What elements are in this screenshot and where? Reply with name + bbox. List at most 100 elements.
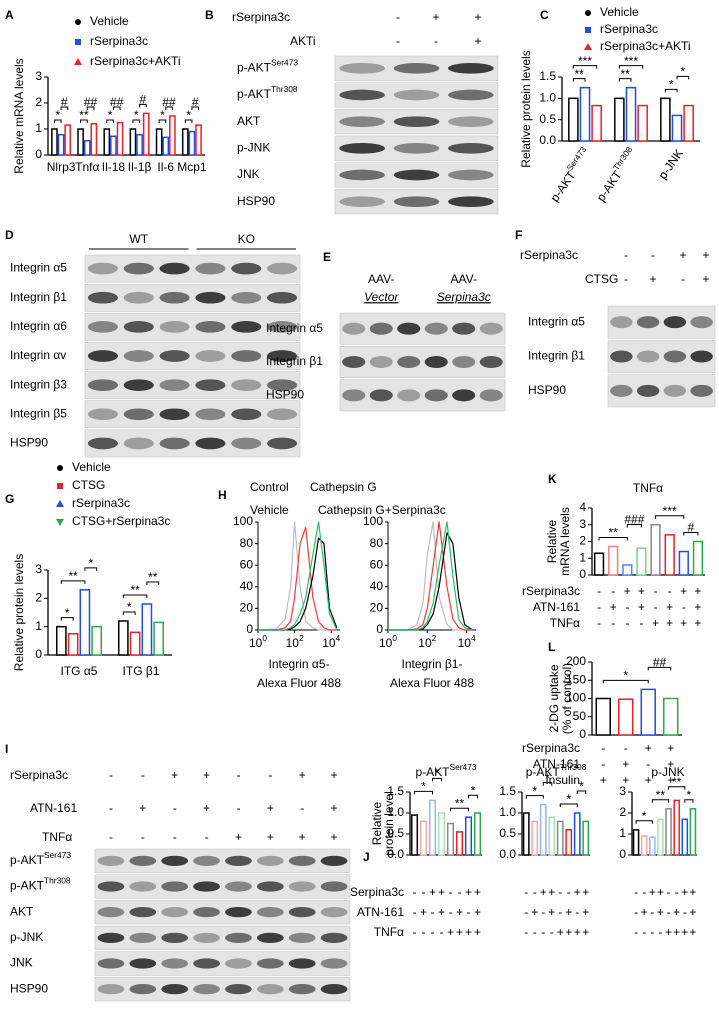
legend-marker <box>57 483 63 489</box>
x-tick-label-sup: 4 <box>471 633 476 643</box>
condition-sign: - <box>467 905 471 919</box>
y-tick-label: 1 <box>35 619 42 633</box>
blot-band <box>231 350 262 362</box>
blot-band <box>159 379 190 391</box>
condition-sign: - <box>675 885 679 899</box>
condition-sign: + <box>657 905 664 919</box>
blot-row-label: p-AKTThr308 <box>10 876 71 893</box>
y-tick-label: 1 <box>619 826 626 840</box>
condition-sign: + <box>420 905 427 919</box>
blot-row-label: AKT <box>10 904 34 918</box>
blot-band <box>225 855 252 866</box>
blot-band <box>452 322 476 335</box>
sig-bracket <box>542 782 553 786</box>
blot-band <box>424 356 448 368</box>
y-axis-label: Relative protein levels <box>519 50 533 167</box>
sig-label: * <box>435 767 440 781</box>
condition-sign: + <box>694 616 701 630</box>
condition-sign: - <box>205 830 209 844</box>
y-axis-label: mRNA levels <box>558 507 572 576</box>
sig-label: * <box>108 108 113 122</box>
condition-sign: + <box>641 905 648 919</box>
sig-label: ** <box>79 108 89 122</box>
x-tick-label-sup: Ser473 <box>565 145 589 173</box>
condition-label: ATN-161 <box>357 905 404 919</box>
y-axis-label: protein level <box>382 791 396 856</box>
blot-band <box>225 958 252 969</box>
blot-band <box>393 196 440 208</box>
blot-band <box>231 262 262 275</box>
sig-label: * <box>186 108 191 122</box>
y-tick-label: 0 <box>246 622 253 636</box>
x-tick-label: Il-6 <box>157 160 174 174</box>
bar <box>573 812 581 856</box>
condition-sign: + <box>681 925 688 939</box>
sig-label: *** <box>624 54 638 68</box>
condition-sign: - <box>650 905 654 919</box>
condition-sign: + <box>652 616 659 630</box>
sig-label: * <box>623 669 628 683</box>
condition-sign: + <box>680 616 687 630</box>
blot-band <box>479 389 503 402</box>
bar <box>110 135 117 156</box>
condition-sign: - <box>668 584 672 598</box>
condition-sign: + <box>666 600 673 614</box>
y-tick-label: 1.5 <box>539 69 556 83</box>
blot-strip <box>84 371 301 399</box>
group-sublabel: Serpina3c <box>437 290 491 304</box>
condition-sign: + <box>474 34 481 48</box>
y-tick-label: 80 <box>370 536 384 550</box>
panel-label: G <box>5 492 14 506</box>
blot-strip <box>94 951 351 976</box>
blot-band <box>231 291 262 304</box>
bar <box>464 816 473 856</box>
condition-sign: + <box>548 885 555 899</box>
chart-title-main: p-AKT <box>415 765 450 779</box>
blot-band <box>663 384 687 397</box>
y-tick-label: 50 <box>573 709 587 723</box>
legend-marker <box>74 58 82 65</box>
bar <box>565 829 573 856</box>
blot-strip <box>94 874 351 899</box>
condition-sign: + <box>645 773 652 787</box>
sig-bracket <box>122 611 136 615</box>
chart-title: p-AKTThr308 <box>526 762 587 779</box>
condition-sign: + <box>582 885 589 899</box>
sig-bracket <box>525 795 544 799</box>
blot-band <box>369 389 393 402</box>
y-axis-label: Relative protein levels <box>12 554 26 671</box>
bar <box>153 621 165 656</box>
y-axis-label: Relative mRNA levels <box>12 58 26 173</box>
sig-label: ** <box>575 67 585 81</box>
condition-sign: + <box>666 616 673 630</box>
x-tick-label: 100 <box>249 633 267 650</box>
y-tick-label: 0.0 <box>499 847 516 861</box>
y-tick-label: 3 <box>35 562 42 576</box>
group-sublabel: Vector <box>364 290 399 304</box>
legend-label: Vehicle <box>90 14 129 28</box>
bar <box>522 812 530 856</box>
bar <box>455 831 464 856</box>
y-tick-label: 1.0 <box>387 805 404 819</box>
bar <box>660 97 671 142</box>
blot-band <box>369 356 393 368</box>
condition-label: ATN-161 <box>30 801 77 815</box>
condition-label: ATN-161 <box>533 600 580 614</box>
histogram-line <box>388 521 473 631</box>
sig-bracket <box>668 786 686 790</box>
x-axis-label: Integrin β1- <box>402 657 463 671</box>
legend-label: CTSG <box>72 478 105 492</box>
condition-sign: + <box>582 905 589 919</box>
y-tick-label: 0.5 <box>387 826 404 840</box>
blot-band <box>159 291 190 304</box>
bar <box>636 547 647 576</box>
condition-sign: + <box>203 801 210 815</box>
y-tick-label: 80 <box>240 536 254 550</box>
blot-band <box>97 958 125 969</box>
blot-band <box>320 984 348 995</box>
x-tick-label-main: 10 <box>458 636 472 650</box>
sig-label: ** <box>130 583 140 597</box>
blot-strip <box>339 312 506 345</box>
condition-sign: + <box>649 272 656 286</box>
bar <box>117 620 129 656</box>
